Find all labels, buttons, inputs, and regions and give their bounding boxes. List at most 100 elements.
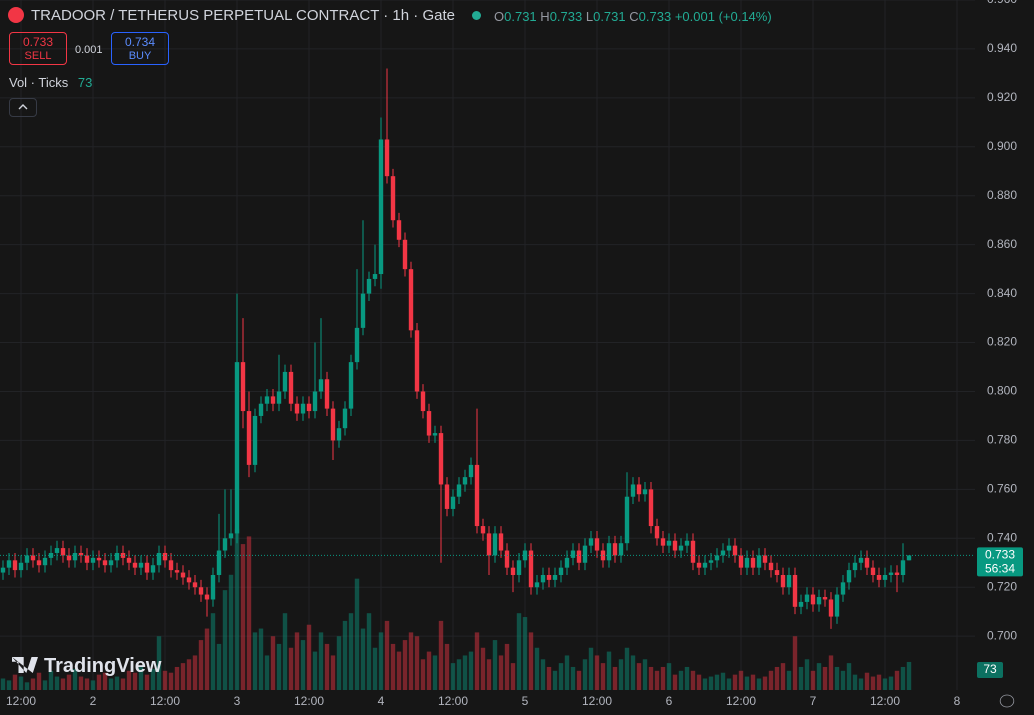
volume-bar [756,678,762,690]
volume-bar [270,636,276,690]
volume-bar [726,678,732,690]
candle-body [468,464,474,478]
volume-bar [0,678,6,690]
candle-body [36,560,42,566]
ohlc-label: H [540,9,550,24]
volume-bar [144,674,150,690]
candle-body [138,562,144,568]
volume-bar [882,678,888,690]
y-tick-label: 0.860 [987,237,1017,251]
volume-bar [294,632,300,690]
volume-bar [642,659,648,690]
volume-bar [42,680,48,690]
candle-body [870,567,876,575]
candle-body [24,555,30,563]
candle-body [480,526,486,534]
volume-bar [138,666,144,690]
candle-body [498,533,504,551]
volume-bar [672,674,678,690]
settings-icon[interactable] [999,694,1015,708]
buy-button[interactable]: 0.734 BUY [111,32,169,65]
last-price-label: 0.733 [985,548,1015,562]
volume-bar [174,666,180,690]
sell-button[interactable]: 0.733 SELL [9,32,67,65]
volume-bar [414,636,420,690]
candle-body [228,533,234,539]
candle-body [294,403,300,414]
candle-body [252,415,258,465]
x-tick-label: 8 [954,694,961,708]
volume-bar [678,670,684,690]
candle-body [894,572,900,575]
candle-body [132,562,138,568]
candle-body [12,560,18,571]
candle-body [840,582,846,595]
candle-body [336,428,342,441]
buy-price: 0.734 [124,35,156,49]
volume-bar [852,674,858,690]
candle-body [216,550,222,575]
x-tick-label: 12:00 [582,694,612,708]
candle-body [636,484,642,495]
candle-body [900,560,906,575]
candle-body [906,555,912,561]
volume-bar [528,632,534,690]
ohlc: O0.731 H0.733 L0.731 C0.733 +0.001 (+0.1… [494,9,772,24]
candle-body [768,562,774,571]
sell-label: SELL [24,50,52,62]
candle-body [84,555,90,563]
volume-bar [576,670,582,690]
volume-bar [900,666,906,690]
volume-bar [516,613,522,690]
candle-body [390,176,396,221]
candle-body [708,560,714,563]
volume-bar [810,670,816,690]
candle-body [150,565,156,573]
candle-body [786,575,792,588]
volume-bar [828,655,834,690]
candle-body [246,411,252,465]
y-tick-label: 0.840 [987,286,1017,300]
candle-body [576,550,582,563]
candle-body [888,572,894,575]
volume-bar [702,678,708,690]
x-tick-label: 7 [810,694,817,708]
volume-bar [390,643,396,690]
candle-body [630,484,636,497]
candle-body [348,362,354,409]
volume-bar [300,640,306,690]
volume-bar [582,659,588,690]
volume-bar [402,640,408,690]
candle-body [828,599,834,617]
indicator-legend[interactable]: Vol · Ticks 73 [9,75,92,90]
volume-bar [432,655,438,690]
candle-body [372,274,378,279]
ohlc-value: 0.731 [504,9,537,24]
sell-price: 0.733 [22,35,54,49]
volume-bar [564,655,570,690]
candle-body [612,543,618,556]
y-tick-label: 0.940 [987,41,1017,55]
volume-bar [180,663,186,690]
volume-bar [498,655,504,690]
candle-body [444,484,450,509]
collapse-button[interactable] [9,98,37,117]
volume-bar [780,663,786,690]
candle-body [702,562,708,568]
candle-body [816,597,822,605]
volume-bar [150,668,156,690]
candle-body [240,362,246,412]
candle-body [462,477,468,485]
volume-bar [708,676,714,690]
status-dot [472,11,481,20]
candle-body [156,552,162,566]
candle-body [174,570,180,573]
volume-bar [156,636,162,690]
volume-bar [102,672,108,690]
candle-body [42,557,48,566]
volume-bar [246,536,252,690]
volume-bar [570,666,576,690]
symbol-title[interactable]: TRADOOR / TETHERUS PERPETUAL CONTRACT · … [31,7,455,24]
volume-bar [762,676,768,690]
